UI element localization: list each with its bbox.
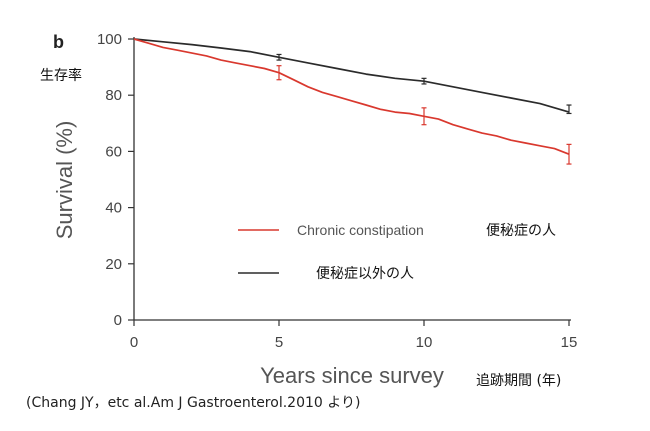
series-line-constipation: [133, 38, 570, 155]
y-tick-label: 40: [105, 200, 122, 217]
axes: 0 20 40 60 80 100 0 5 10 15: [97, 31, 577, 351]
legend-jp-label-constipation: 便秘症の人: [486, 223, 556, 239]
x-tick-label: 10: [416, 334, 433, 351]
y-tick-label: 80: [105, 87, 122, 104]
x-axis-title: Years since survey: [260, 363, 444, 388]
legend-label-non-constipation: 便秘症以外の人: [316, 266, 414, 282]
x-tick-label: 5: [275, 334, 283, 351]
source-citation: (Chang JY，etc al.Am J Gastroenterol.2010…: [26, 395, 361, 411]
legend: Chronic constipation 便秘症の人 便秘症以外の人: [238, 222, 556, 282]
x-tick-label: 0: [130, 334, 138, 351]
y-tick-label: 60: [105, 143, 122, 160]
x-tick-label: 15: [561, 334, 578, 351]
series-line-non-constipation: [133, 38, 570, 113]
legend-label-constipation: Chronic constipation: [297, 222, 424, 238]
y-axis-jp-label: 生存率: [40, 67, 82, 84]
y-tick-label: 20: [105, 256, 122, 273]
x-axis-jp-label: 追跡期間 (年): [476, 373, 561, 389]
chart-marks: [133, 38, 572, 165]
y-axis-title: Survival (%): [52, 121, 77, 240]
panel-label: b: [53, 32, 64, 52]
y-tick-label: 100: [97, 31, 122, 48]
y-tick-label: 0: [114, 312, 122, 329]
